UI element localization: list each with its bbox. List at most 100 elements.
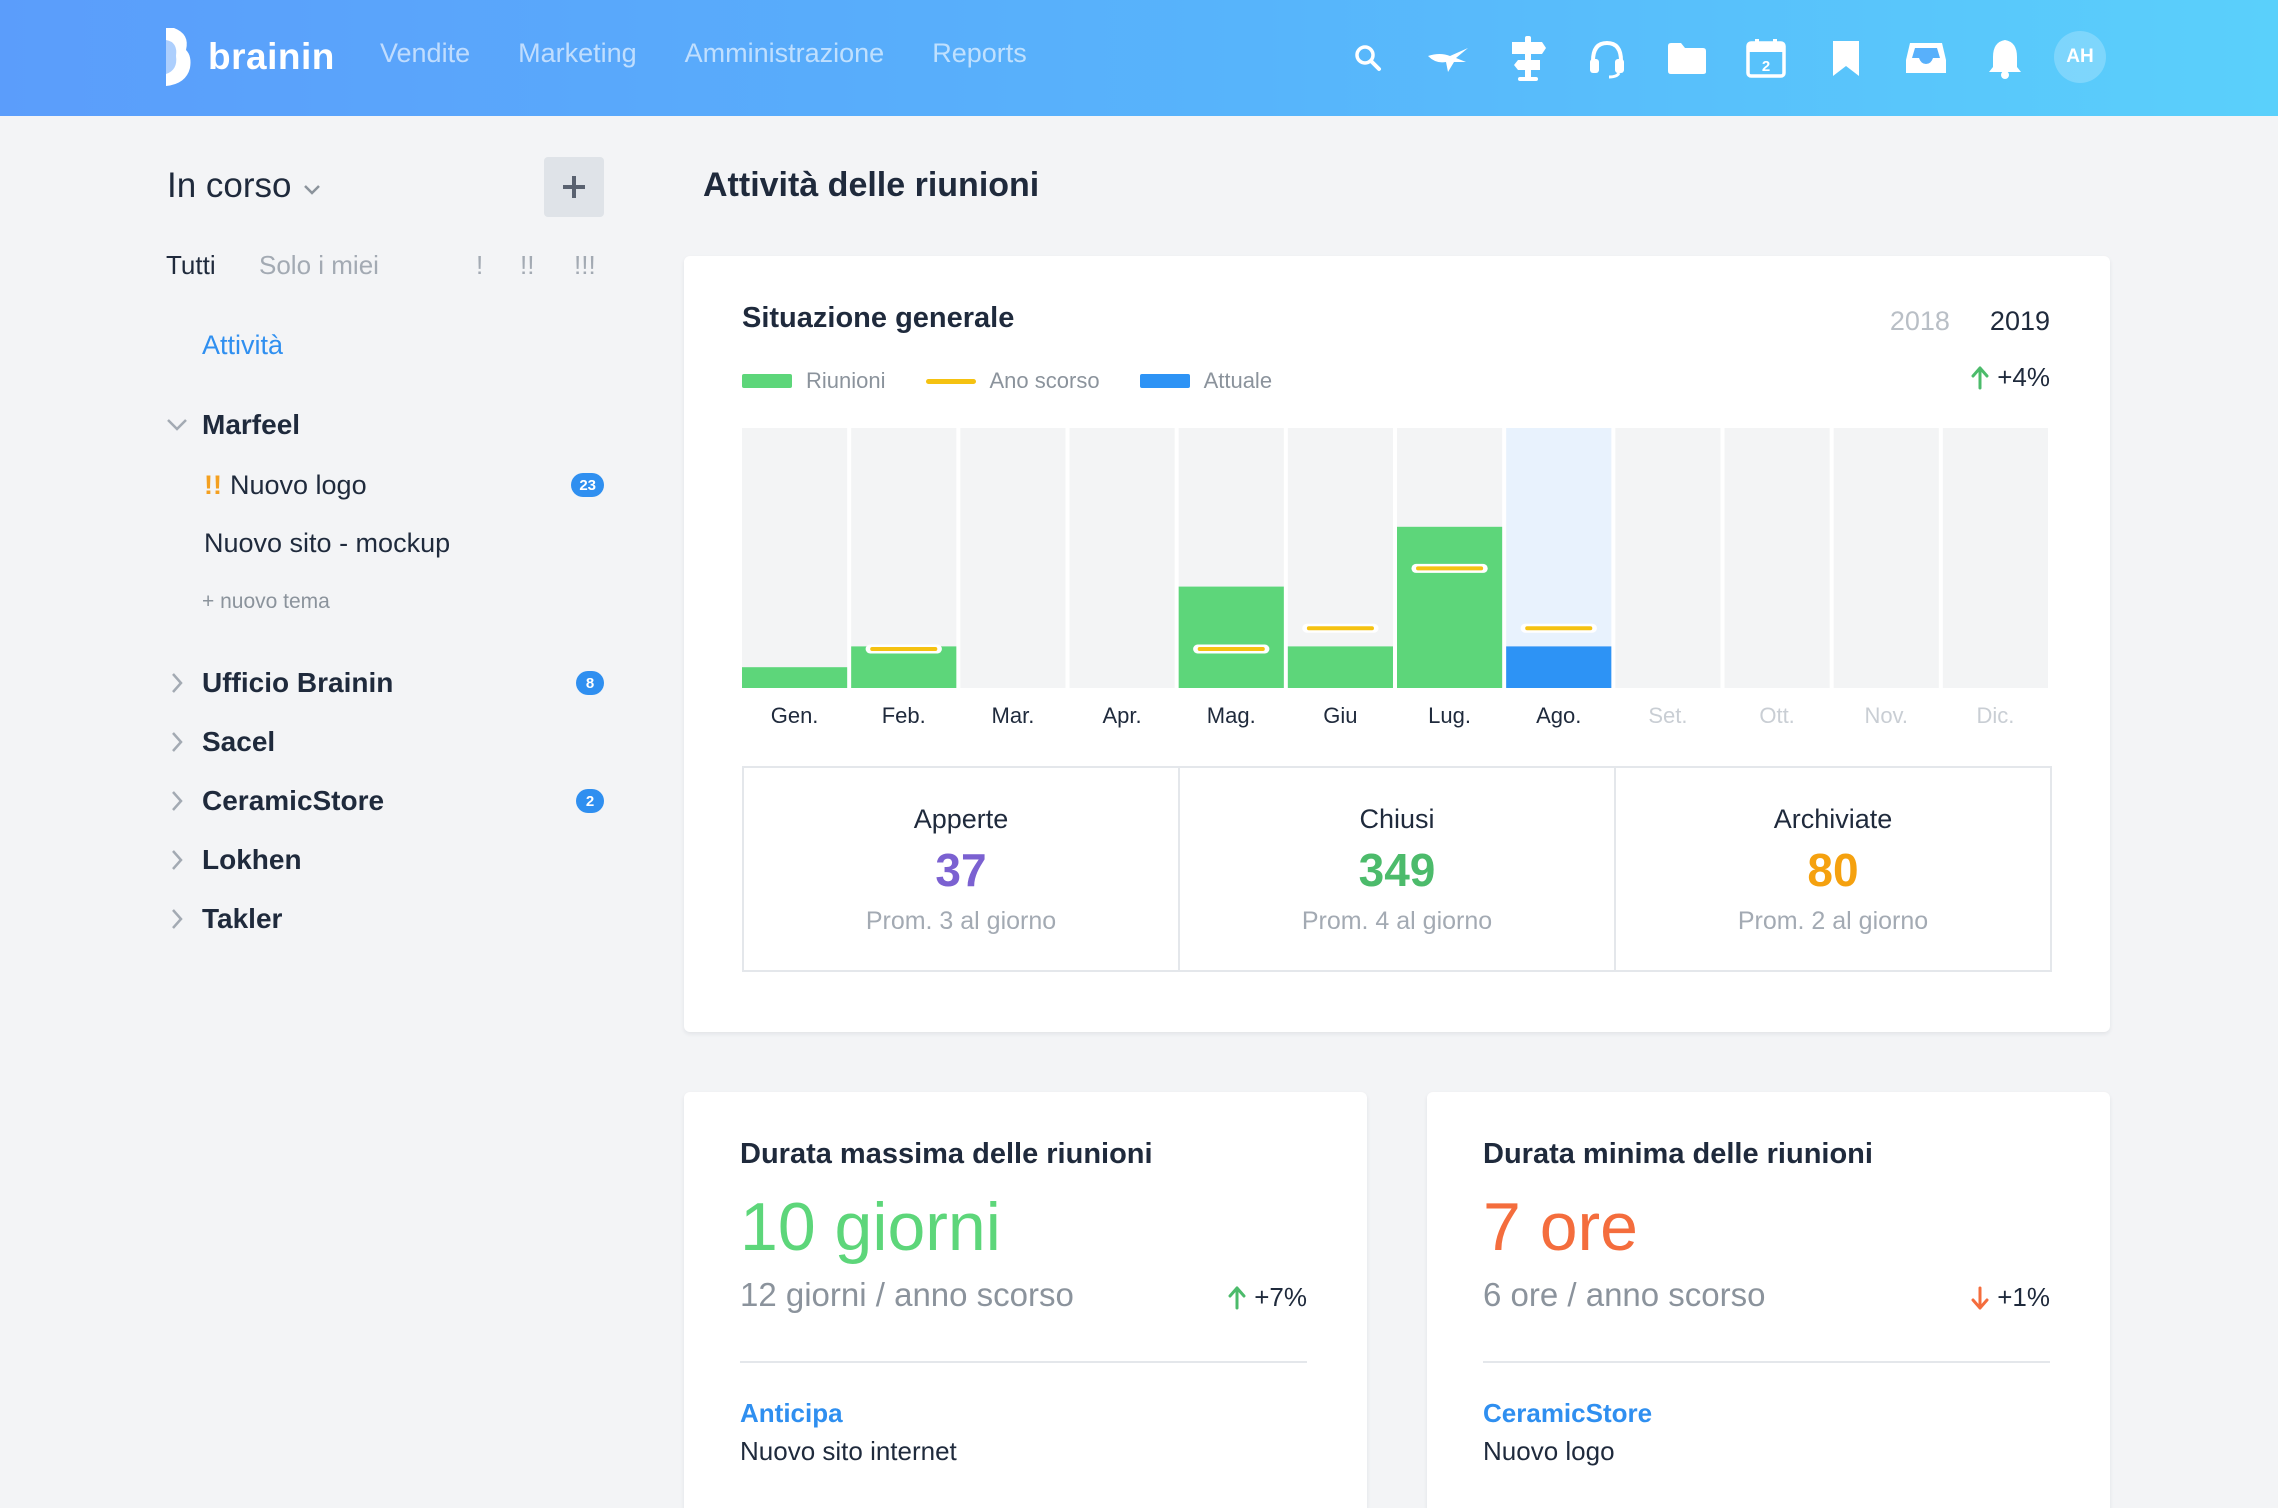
bar-track — [1615, 428, 1721, 688]
chevron-right-icon — [166, 731, 188, 753]
stat-average: Prom. 4 al giorno — [1301, 907, 1493, 935]
sidebar-group-marfeel[interactable]: Marfeel — [166, 408, 606, 442]
sidebar-item-new-logo[interactable]: !! Nuovo logo 23 — [204, 468, 606, 502]
bar-track — [1724, 428, 1830, 688]
x-tick-label: Mar. — [992, 703, 1035, 728]
headset-icon[interactable] — [1579, 30, 1635, 86]
x-tick-label: Mag. — [1207, 703, 1256, 728]
overview-delta: +4% — [1971, 362, 2050, 393]
inbox-icon[interactable] — [1898, 30, 1954, 86]
sidebar-group-ceramicstore[interactable]: CeramicStore 2 — [166, 784, 606, 818]
chevron-right-icon — [166, 672, 188, 694]
x-tick-label: Ago. — [1536, 703, 1581, 728]
stats-row: Apperte 37 Prom. 3 al giorno Chiusi 349 … — [742, 766, 2052, 972]
sidebar-group-label: Lokhen — [202, 844, 302, 875]
bar-track — [1287, 428, 1393, 688]
legend-item-meetings: Riunioni — [742, 368, 886, 394]
priority-marker: !! — [204, 469, 222, 500]
legend-swatch — [1139, 374, 1190, 388]
year-2019[interactable]: 2019 — [1989, 306, 2050, 336]
bar-track — [1833, 428, 1939, 688]
sidebar-group-label: Ufficio Brainin — [202, 667, 394, 698]
bar-track — [1069, 428, 1175, 688]
calendar-icon[interactable]: 2 — [1738, 30, 1794, 86]
new-topic-link[interactable]: + nuovo tema — [202, 590, 330, 613]
chart-legend: Riunioni Ano scorso Attuale — [742, 368, 1312, 394]
sidebar-item-activity[interactable]: Attività — [202, 330, 284, 360]
filter-priority-high[interactable]: !!! — [574, 250, 596, 280]
sidebar-group-label: Takler — [202, 903, 283, 934]
arrow-up-icon — [1971, 366, 1989, 389]
status-dropdown[interactable]: In corso — [167, 166, 322, 206]
status-dropdown-label: In corso — [167, 166, 292, 205]
card-title: Durata minima delle riunioni — [1483, 1138, 1873, 1170]
min-duration-value: 7 ore — [1483, 1189, 1638, 1265]
year-2018[interactable]: 2018 — [1889, 306, 1950, 336]
max-duration-value: 10 giorni — [740, 1189, 1001, 1265]
signpost-icon[interactable] — [1500, 30, 1556, 86]
bar-track — [960, 428, 1066, 688]
bar — [742, 667, 848, 688]
sidebar-group-takler[interactable]: Takler — [166, 902, 606, 936]
calendar-day: 2 — [1762, 58, 1770, 75]
count-badge: 23 — [571, 473, 604, 497]
sidebar-item-new-site-mockup[interactable]: Nuovo sito - mockup — [204, 526, 606, 560]
nav-marketing[interactable]: Marketing — [518, 38, 637, 68]
min-duration-delta: +1% — [1971, 1282, 2050, 1313]
search-icon[interactable] — [1340, 30, 1396, 86]
filter-all[interactable]: Tutti — [166, 250, 216, 280]
bell-icon[interactable] — [1977, 30, 2033, 86]
x-tick-label: Dic. — [1976, 703, 2014, 728]
main-nav: Vendite Marketing Amministrazione Report… — [380, 38, 1075, 69]
max-duration-card: Durata massima delle riunioni 10 giorni … — [684, 1092, 1367, 1508]
nav-reports[interactable]: Reports — [932, 38, 1027, 68]
filter-priority-low[interactable]: ! — [476, 250, 484, 280]
arrow-down-icon — [1971, 1286, 1989, 1309]
x-tick-label: Lug. — [1428, 703, 1471, 728]
nav-administration[interactable]: Amministrazione — [684, 38, 885, 68]
nav-sales[interactable]: Vendite — [380, 38, 471, 68]
divider — [1483, 1361, 2050, 1363]
x-tick-label: Feb. — [882, 703, 926, 728]
min-duration-card: Durata minima delle riunioni 7 ore 6 ore… — [1427, 1092, 2110, 1508]
brainin-logo-icon — [164, 26, 192, 88]
filter-mine[interactable]: Solo i miei — [259, 250, 379, 280]
chevron-right-icon — [166, 849, 188, 871]
year-selector: 2018 2019 — [1850, 306, 2050, 337]
filter-priority-medium[interactable]: !! — [520, 250, 535, 280]
top-bar: brainin Vendite Marketing Amministrazion… — [0, 0, 2278, 116]
sidebar-group-ufficio-brainin[interactable]: Ufficio Brainin 8 — [166, 666, 606, 700]
x-tick-label: Nov. — [1864, 703, 1908, 728]
sidebar-group-sacel[interactable]: Sacel — [166, 725, 606, 759]
sidebar-group-lokhen[interactable]: Lokhen — [166, 843, 606, 877]
legend-swatch — [742, 374, 792, 388]
overview-title: Situazione generale — [742, 302, 1015, 334]
stat-archived: Archiviate 80 Prom. 2 al giorno — [1616, 768, 2050, 970]
chevron-down-icon — [302, 166, 322, 206]
comet-icon[interactable] — [1420, 30, 1476, 86]
sidebar-group-label: Sacel — [202, 726, 276, 757]
brand-logo[interactable]: brainin — [164, 26, 335, 88]
folder-icon[interactable] — [1659, 30, 1715, 86]
stat-average: Prom. 2 al giorno — [1737, 907, 1929, 935]
bar — [1397, 526, 1503, 688]
project-link[interactable]: Anticipa — [740, 1398, 843, 1428]
project-link[interactable]: CeramicStore — [1483, 1398, 1653, 1428]
x-tick-label: Set. — [1648, 703, 1687, 728]
stat-value: 349 — [1358, 844, 1436, 896]
stat-average: Prom. 3 al giorno — [865, 907, 1057, 935]
bookmark-icon[interactable] — [1818, 30, 1874, 86]
count-badge: 2 — [576, 789, 604, 813]
delta-value: +7% — [1254, 1282, 1307, 1312]
add-button[interactable] — [544, 157, 604, 217]
bar-track — [1942, 428, 2048, 688]
task-name: Nuovo logo — [1483, 1436, 1615, 1466]
arrow-up-icon — [1228, 1286, 1246, 1309]
x-tick-label: Giu — [1323, 703, 1357, 728]
x-tick-label: Apr. — [1103, 703, 1142, 728]
user-avatar[interactable]: AH — [2054, 31, 2106, 83]
brand-name: brainin — [208, 36, 335, 77]
stat-label: Apperte — [913, 804, 1009, 834]
legend-label: Riunioni — [806, 368, 886, 393]
legend-swatch — [925, 378, 976, 384]
